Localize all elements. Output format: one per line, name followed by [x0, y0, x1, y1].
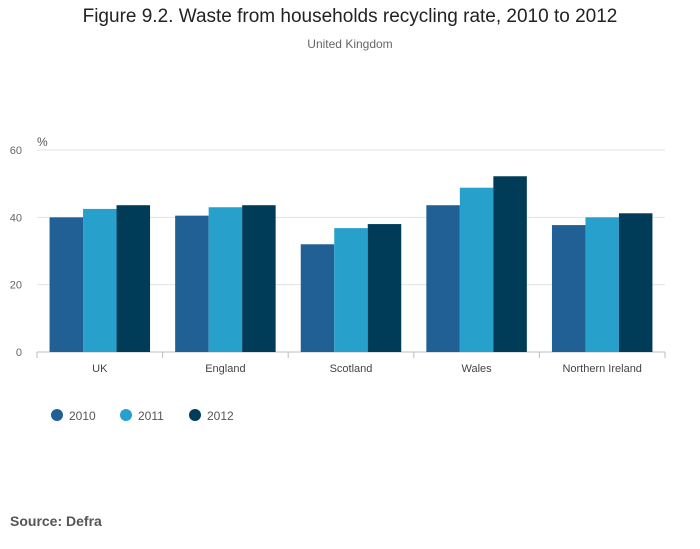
- bar-2012-wales: [493, 176, 527, 352]
- bar-2011-wales: [459, 187, 494, 352]
- bar-2012-northern-ireland: [618, 213, 653, 352]
- x-tick-label: Scotland: [330, 363, 373, 375]
- bar-2012-uk: [116, 205, 151, 352]
- y-tick-label: 40: [10, 212, 22, 224]
- legend-label-2011: 2011: [138, 409, 164, 423]
- chart-subtitle: United Kingdom: [307, 37, 393, 51]
- legend-marker-2011: [120, 409, 132, 421]
- bar-2010-northern-ireland: [551, 225, 586, 352]
- source-note: Source: Defra: [10, 513, 102, 529]
- y-axis-label: %: [37, 135, 48, 149]
- bar-2012-scotland: [367, 224, 402, 352]
- y-tick-label: 60: [10, 145, 22, 157]
- bar-2010-uk: [49, 217, 84, 352]
- y-tick-label: 20: [10, 280, 22, 292]
- x-tick-label: UK: [92, 363, 108, 375]
- legend-label-2012: 2012: [207, 409, 234, 423]
- bar-2010-england: [175, 215, 209, 352]
- x-tick-label: England: [205, 363, 245, 375]
- bar-2012-england: [242, 205, 276, 352]
- bar-2010-wales: [426, 205, 460, 352]
- bar-2011-england: [208, 207, 243, 352]
- bar-2011-scotland: [334, 228, 368, 352]
- legend-marker-2012: [189, 409, 201, 421]
- x-tick-label: Northern Ireland: [562, 363, 642, 375]
- legend-marker-2010: [51, 409, 63, 421]
- legend-label-2010: 2010: [69, 409, 96, 423]
- chart-title: Figure 9.2. Waste from households recycl…: [82, 6, 618, 27]
- bar-2010-scotland: [300, 244, 335, 352]
- bar-2011-uk: [83, 208, 117, 352]
- x-tick-label: Wales: [462, 363, 493, 375]
- y-tick-label: 0: [16, 347, 22, 359]
- bar-2011-northern-ireland: [585, 217, 619, 352]
